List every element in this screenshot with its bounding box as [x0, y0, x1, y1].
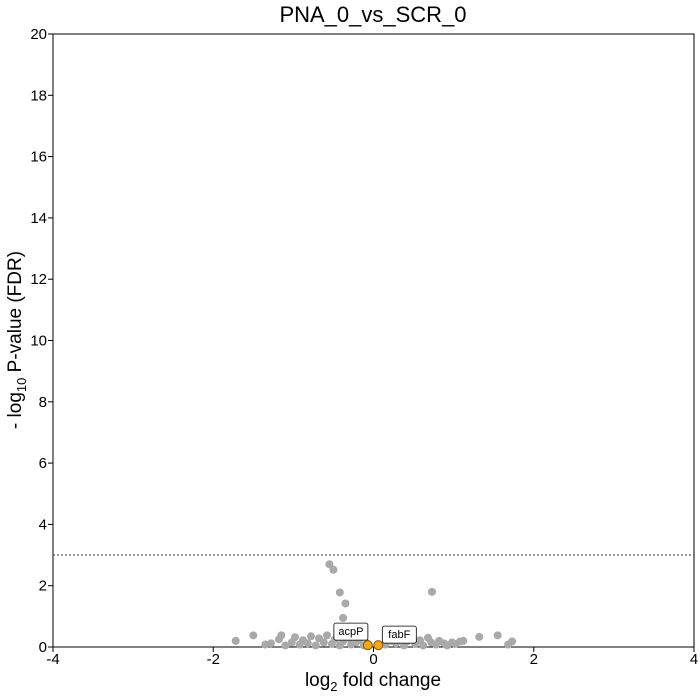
- data-point: [281, 641, 290, 650]
- highlighted-point: [373, 640, 384, 651]
- x-axis-title-prefix: log: [305, 670, 330, 691]
- y-tick-label: 16: [30, 149, 47, 166]
- data-point: [307, 632, 316, 641]
- data-point: [459, 636, 468, 645]
- data-point: [339, 613, 348, 622]
- x-tick-label: 4: [690, 651, 698, 668]
- data-point: [329, 565, 338, 574]
- data-point: [311, 641, 320, 650]
- data-point: [319, 638, 328, 647]
- x-tick-label: 0: [369, 651, 377, 668]
- data-point: [475, 632, 484, 641]
- y-tick-label: 12: [30, 271, 47, 288]
- data-point: [231, 636, 240, 645]
- y-axis-title-subscript: 10: [14, 378, 29, 392]
- x-tick-label: -2: [207, 651, 220, 668]
- x-axis-title-suffix: fold change: [338, 670, 442, 691]
- x-axis-title: log2 fold change: [305, 670, 441, 694]
- data-point: [303, 639, 312, 648]
- data-point: [427, 587, 436, 596]
- data-points: [231, 560, 517, 651]
- gene-label-box: [381, 625, 417, 644]
- y-tick-label: 6: [39, 455, 47, 472]
- y-tick-label: 8: [39, 394, 47, 411]
- data-point: [290, 633, 299, 642]
- highlighted-point: [362, 640, 373, 651]
- gene-labels: acpP fabF: [333, 622, 417, 644]
- y-axis: 0 2 4 6 8 10 12 14 16 18 20: [30, 26, 53, 656]
- data-point: [249, 631, 258, 640]
- gene-label-box: [333, 622, 369, 641]
- data-point: [277, 631, 286, 640]
- y-tick-label: 14: [30, 210, 47, 227]
- y-tick-label: 18: [30, 87, 47, 104]
- x-axis-title-subscript: 2: [330, 679, 337, 694]
- data-point: [335, 588, 344, 597]
- data-point: [419, 641, 428, 650]
- data-point: [508, 637, 517, 646]
- data-point: [323, 631, 332, 640]
- y-tick-label: 10: [30, 333, 47, 350]
- y-axis-title: - log10 P-value (FDR): [5, 251, 29, 429]
- x-tick-label: 2: [530, 651, 538, 668]
- y-tick-label: 0: [39, 639, 47, 656]
- x-axis: -4 -2 0 2 4: [46, 647, 698, 668]
- y-tick-label: 4: [39, 516, 47, 533]
- data-point: [266, 639, 275, 648]
- gene-label-acpP: acpP: [338, 626, 363, 638]
- x-tick-label: -4: [46, 651, 59, 668]
- data-point: [325, 560, 334, 569]
- data-point: [341, 599, 350, 608]
- y-axis-title-prefix: - log: [5, 392, 26, 429]
- chart-title: PNA_0_vs_SCR_0: [279, 2, 466, 27]
- data-point: [493, 631, 502, 640]
- y-tick-label: 2: [39, 578, 47, 595]
- gene-label-fabF: fabF: [388, 629, 410, 641]
- y-tick-label: 20: [30, 26, 47, 43]
- y-axis-title-suffix: P-value (FDR): [5, 251, 26, 378]
